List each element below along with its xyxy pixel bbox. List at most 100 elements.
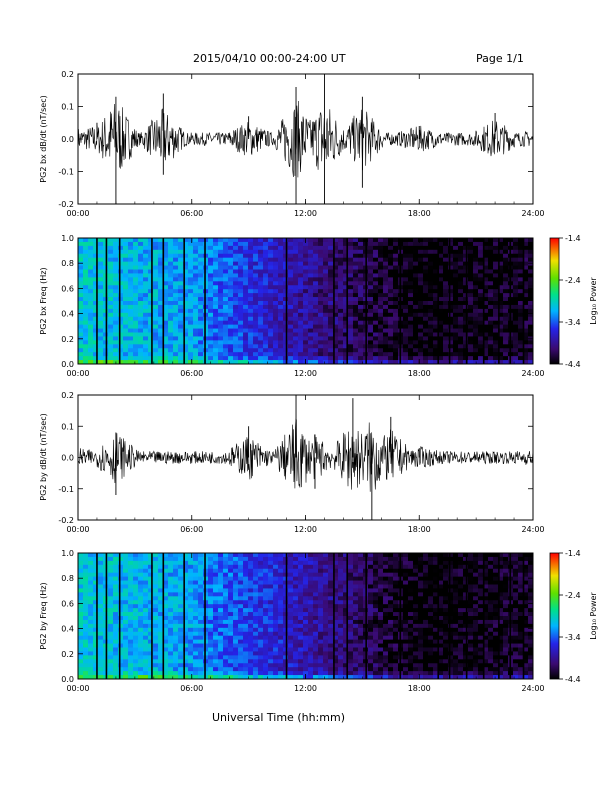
heatmap-cell xyxy=(108,675,114,680)
heatmap-cell xyxy=(503,360,509,365)
heatmap-cell xyxy=(223,320,229,326)
heatmap-cell xyxy=(228,336,234,341)
heatmap-cell xyxy=(198,623,204,629)
heatmap-cell xyxy=(263,596,269,601)
heatmap-cell xyxy=(518,352,524,357)
heatmap-cell xyxy=(463,257,469,263)
heatmap-cell xyxy=(208,281,214,286)
heatmap-cell xyxy=(158,627,164,633)
heatmap-cell xyxy=(418,320,424,326)
heatmap-cell xyxy=(93,320,99,326)
heatmap-cell xyxy=(78,643,84,648)
heatmap-cell xyxy=(298,360,304,365)
heatmap-cell xyxy=(273,356,279,361)
heatmap-cell xyxy=(83,269,89,274)
heatmap-cell xyxy=(193,659,199,664)
heatmap-cell xyxy=(198,647,204,652)
heatmap-cell xyxy=(343,328,349,333)
heatmap-cell xyxy=(378,285,384,290)
heatmap-cell xyxy=(128,635,134,641)
heatmap-cell xyxy=(243,344,249,349)
heatmap-cell xyxy=(268,639,274,644)
heatmap-cell xyxy=(243,627,249,633)
heatmap-cell xyxy=(133,253,139,259)
heatmap-cell xyxy=(338,639,344,644)
heatmap-cell xyxy=(183,297,189,302)
heatmap-cell xyxy=(303,647,309,652)
heatmap-cell xyxy=(293,297,299,302)
heatmap-cell xyxy=(208,639,214,644)
heatmap-cell xyxy=(323,643,329,648)
heatmap-cell xyxy=(468,238,474,243)
heatmap-cell xyxy=(273,655,279,660)
heatmap-cell xyxy=(178,265,184,270)
heatmap-cell xyxy=(158,289,164,294)
heatmap-cell xyxy=(218,667,224,672)
heatmap-cell xyxy=(163,655,169,660)
heatmap-cell xyxy=(333,596,339,601)
heatmap-cell xyxy=(438,320,444,326)
heatmap-cell xyxy=(423,304,429,310)
heatmap-cell xyxy=(98,647,104,652)
heatmap-cell xyxy=(528,344,534,349)
heatmap-cell xyxy=(303,612,309,617)
heatmap-cell xyxy=(238,257,244,263)
heatmap-cell xyxy=(308,293,314,298)
heatmap-cell xyxy=(478,249,484,255)
heatmap-cell xyxy=(453,238,459,243)
heatmap-cell xyxy=(238,612,244,617)
heatmap-cell xyxy=(493,360,499,365)
heatmap-cell xyxy=(163,304,169,310)
heatmap-cell xyxy=(288,297,294,302)
heatmap-cell xyxy=(228,616,234,621)
heatmap-cell xyxy=(333,564,339,570)
heatmap-cell xyxy=(233,556,239,562)
heatmap-cell xyxy=(408,289,414,294)
heatmap-cell xyxy=(213,659,219,664)
heatmap-cell xyxy=(263,348,269,353)
heatmap-cell xyxy=(188,592,194,597)
heatmap-cell xyxy=(173,584,179,589)
heatmap-cell xyxy=(218,352,224,357)
heatmap-cell xyxy=(268,612,274,617)
heatmap-cell xyxy=(513,316,519,322)
heatmap-cell xyxy=(528,273,534,278)
heatmap-cell xyxy=(358,584,364,589)
heatmap-cell xyxy=(348,580,354,585)
heatmap-cell xyxy=(138,356,144,361)
heatmap-cell xyxy=(478,265,484,270)
heatmap-cell xyxy=(343,277,349,282)
heatmap-cell xyxy=(273,348,279,353)
heatmap-cell xyxy=(238,352,244,357)
heatmap-cell xyxy=(93,667,99,672)
heatmap-cell xyxy=(228,584,234,589)
heatmap-cell xyxy=(343,360,349,365)
heatmap-cell xyxy=(243,332,249,337)
heatmap-cell xyxy=(328,671,334,676)
heatmap-cell xyxy=(303,285,309,290)
heatmap-cell xyxy=(388,320,394,326)
heatmap-cell xyxy=(243,245,249,251)
heatmap-cell xyxy=(213,667,219,672)
heatmap-cell xyxy=(183,308,189,314)
heatmap-cell xyxy=(423,332,429,337)
heatmap-cell xyxy=(238,249,244,255)
heatmap-cell xyxy=(293,269,299,274)
heatmap-cell xyxy=(133,328,139,333)
heatmap-cell xyxy=(163,592,169,597)
heatmap-cell xyxy=(333,360,339,365)
heatmap-cell xyxy=(83,324,89,329)
heatmap-cell xyxy=(513,245,519,251)
heatmap-cell xyxy=(108,265,114,270)
heatmap-cell xyxy=(98,340,104,345)
heatmap-cell xyxy=(88,596,94,601)
heatmap-cell xyxy=(268,245,274,251)
heatmap-cell xyxy=(78,360,84,365)
heatmap-cell xyxy=(258,651,264,656)
heatmap-cell xyxy=(118,553,124,558)
heatmap-cell xyxy=(478,285,484,290)
heatmap-cell xyxy=(443,340,449,345)
heatmap-cell xyxy=(233,328,239,333)
heatmap-cell xyxy=(293,608,299,613)
heatmap-cell xyxy=(498,238,504,243)
